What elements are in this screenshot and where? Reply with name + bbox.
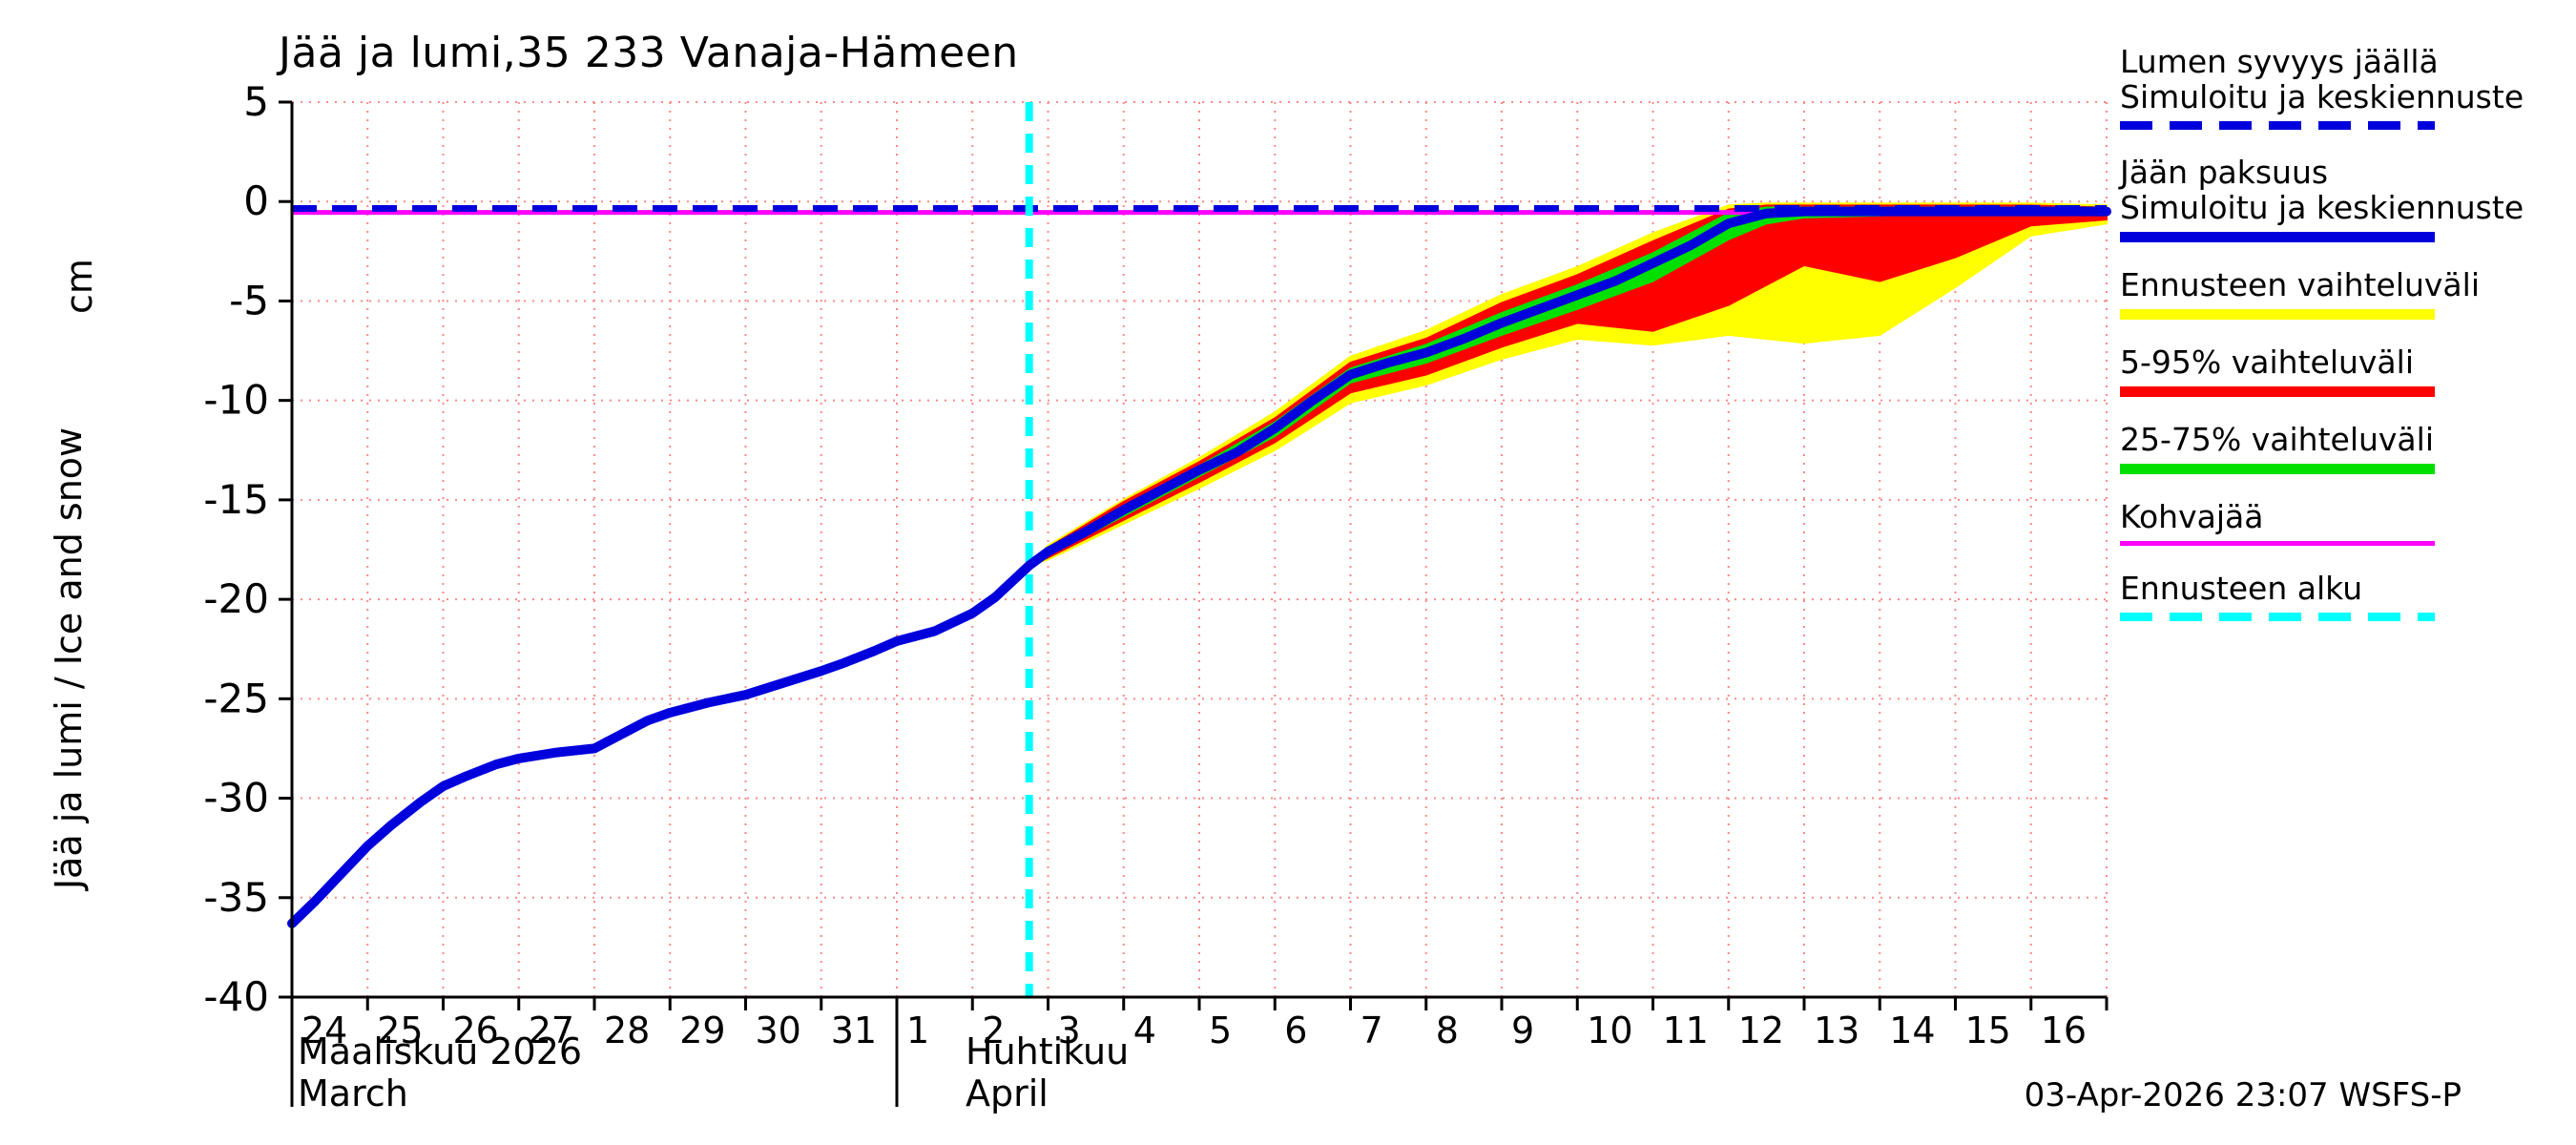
y-tick-label: -40 [203, 973, 269, 1020]
x-tick-label: 13 [1814, 1010, 1859, 1051]
legend-label: Simuloitu ja keskiennuste [2120, 78, 2524, 115]
legend-item: 5-95% vaihteluväli [2120, 344, 2444, 397]
y-tick-label: 0 [243, 177, 269, 224]
y-tick-label: -35 [203, 874, 269, 921]
month-label-march: Maaliskuu 2026 March [298, 1030, 582, 1114]
legend-line-swatch [2120, 613, 2435, 621]
legend-line-swatch [2120, 121, 2435, 130]
legend-label: Simuloitu ja keskiennuste [2120, 189, 2524, 226]
x-tick-label: 11 [1663, 1010, 1709, 1051]
x-tick-label: 3 [1058, 1010, 1081, 1051]
band-5-95-vaihteluv-li [1028, 204, 2108, 567]
legend-line-swatch [2120, 386, 2435, 397]
legend-label: 5-95% vaihteluväli [2120, 344, 2414, 381]
month-name: Maaliskuu 2026 [298, 1030, 583, 1072]
y-tick-label: 5 [243, 78, 269, 125]
x-tick-label: 1 [906, 1010, 929, 1051]
x-tick-label: 30 [756, 1010, 801, 1051]
month-name-en: March [298, 1072, 408, 1114]
chart-title: Jää ja lumi,35 233 Vanaja-Hämeen [279, 29, 1019, 77]
month-name-en: April [966, 1072, 1049, 1114]
y-tick-label: -20 [203, 575, 269, 622]
legend-label: 25-75% vaihteluväli [2120, 421, 2434, 458]
x-tick-label: 12 [1738, 1010, 1784, 1051]
x-tick-label: 15 [1965, 1010, 2011, 1051]
y-axis-label: Jää ja lumi / Ice and snow [48, 427, 90, 890]
legend-item: Jään paksuus Simuloitu ja keskiennuste [2120, 154, 2524, 242]
x-tick-label: 2 [982, 1010, 1005, 1051]
y-tick-label: -25 [203, 675, 269, 721]
y-tick-label: -10 [203, 377, 269, 424]
x-tick-label: 26 [453, 1010, 499, 1051]
legend-item: 25-75% vaihteluväli [2120, 422, 2444, 474]
legend-label: Jään paksuus [2120, 154, 2329, 191]
legend-item: Lumen syvyys jäällä Simuloitu ja keskienn… [2120, 43, 2524, 130]
x-tick-label: 8 [1436, 1010, 1459, 1051]
x-tick-label: 4 [1133, 1010, 1156, 1051]
legend-label: Ennusteen vaihteluväli [2120, 266, 2480, 303]
x-tick-label: 28 [604, 1010, 650, 1051]
x-tick-label: 25 [377, 1010, 423, 1051]
month-name: Huhtikuu [966, 1030, 1130, 1072]
legend-line-swatch [2120, 232, 2435, 242]
x-tick-label: 31 [831, 1010, 877, 1051]
x-tick-label: 24 [301, 1010, 347, 1051]
legend-item: Kohvajää [2120, 499, 2444, 546]
y-axis-unit: cm [58, 259, 100, 314]
legend-label: Lumen syvyys jäällä [2120, 43, 2439, 80]
x-tick-label: 10 [1587, 1010, 1632, 1051]
y-tick-label: -15 [203, 476, 269, 523]
x-tick-label: 27 [529, 1010, 574, 1051]
x-tick-label: 9 [1511, 1010, 1534, 1051]
x-tick-label: 6 [1284, 1010, 1307, 1051]
legend-label: Kohvajää [2120, 498, 2264, 535]
main-series-line [287, 206, 2111, 928]
x-tick-label: 14 [1889, 1010, 1935, 1051]
x-tick-label: 29 [679, 1010, 725, 1051]
x-tick-label: 16 [2041, 1010, 2087, 1051]
timestamp: 03-Apr-2026 23:07 WSFS-P [2024, 1076, 2462, 1114]
legend-item: Ennusteen vaihteluväli [2120, 266, 2480, 320]
y-tick-label: -30 [203, 775, 269, 822]
legend-line-swatch [2120, 541, 2435, 546]
legend-line-swatch [2120, 464, 2435, 474]
legend-item: Ennusteen alku [2120, 571, 2444, 621]
legend-line-swatch [2120, 309, 2435, 320]
legend-label: Ennusteen alku [2120, 570, 2363, 607]
month-label-april: Huhtikuu April [966, 1030, 1129, 1114]
x-tick-label: 7 [1361, 1010, 1383, 1051]
y-tick-label: -5 [229, 277, 269, 323]
x-tick-label: 5 [1209, 1010, 1232, 1051]
